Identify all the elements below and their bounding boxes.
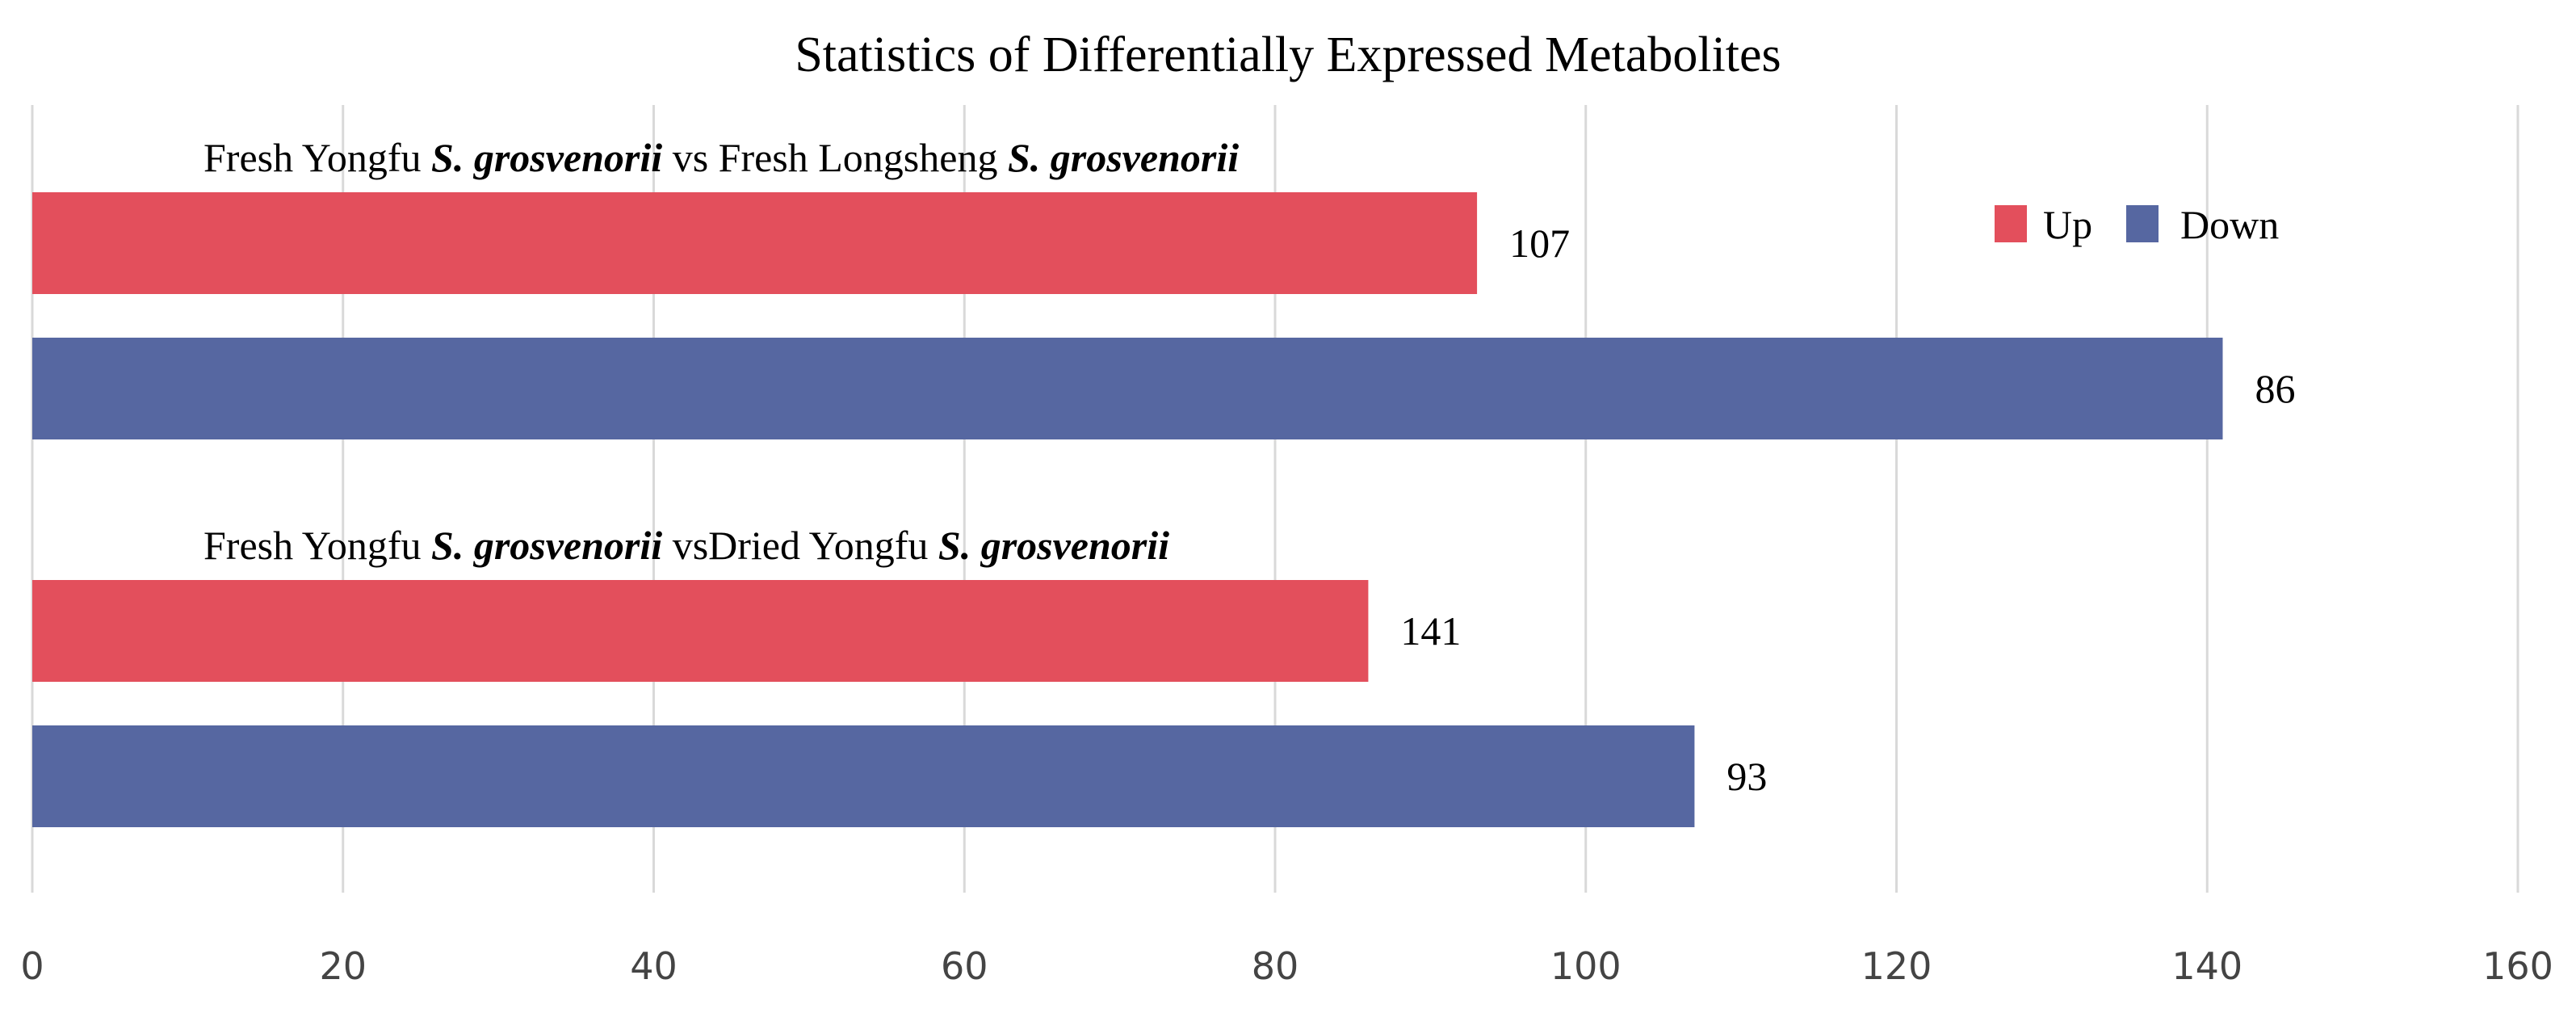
legend-label-down: Down: [2180, 202, 2279, 247]
data-label-group2-up: 141: [1400, 608, 1461, 654]
x-tick-label-120: 120: [1861, 944, 1932, 988]
bar-group1-down: [32, 338, 2223, 439]
x-tick-label-20: 20: [319, 944, 367, 988]
x-tick-label-0: 0: [20, 944, 44, 988]
x-tick-label-60: 60: [941, 944, 988, 988]
bar-group2-down: [32, 725, 1695, 827]
data-label-group2-down: 93: [1726, 754, 1767, 799]
x-tick-label-80: 80: [1252, 944, 1299, 988]
bars: 107 86 141 93: [32, 192, 2295, 827]
bar-group1-up: [32, 192, 1478, 294]
x-axis-ticks: 0 20 40 60 80 100 120 140 160: [20, 944, 2553, 988]
legend-swatch-up: [1995, 205, 2027, 242]
group-label-1: Fresh Yongfu S. grosvenorii vs Fresh Lon…: [203, 135, 1239, 180]
data-label-group1-down: 86: [2255, 366, 2295, 411]
group-labels: Fresh Yongfu S. grosvenorii vs Fresh Lon…: [203, 135, 1239, 568]
chart-title: Statistics of Differentially Expressed M…: [795, 27, 1781, 82]
legend: Up Down: [1995, 202, 2279, 247]
x-tick-label-40: 40: [630, 944, 678, 988]
bar-group2-up: [32, 580, 1369, 682]
group-label-2: Fresh Yongfu S. grosvenorii vsDried Yong…: [203, 523, 1169, 568]
data-label-group1-up: 107: [1509, 221, 1570, 266]
legend-swatch-down: [2126, 205, 2159, 242]
x-tick-label-140: 140: [2171, 944, 2242, 988]
x-tick-label-100: 100: [1550, 944, 1622, 988]
x-tick-label-160: 160: [2482, 944, 2553, 988]
legend-label-up: Up: [2043, 202, 2092, 247]
